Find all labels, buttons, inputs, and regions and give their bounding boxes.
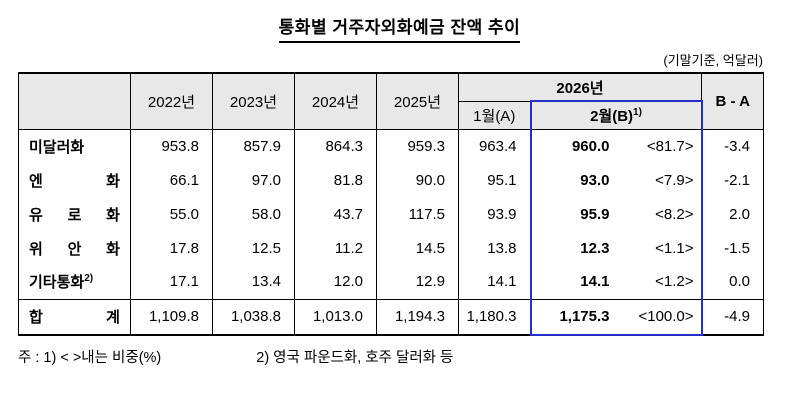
- value-cell: 14.1: [458, 265, 531, 299]
- header-2022: 2022년: [130, 73, 213, 130]
- feb-value-cell: 95.9: [529, 197, 623, 231]
- diff-cell: -4.9: [701, 298, 765, 335]
- share-cell: <7.9>: [622, 163, 703, 197]
- value-cell: 14.5: [376, 231, 459, 265]
- share-cell: <1.1>: [622, 231, 703, 265]
- value-cell: 1,194.3: [376, 298, 459, 335]
- header-2026: 2026년: [457, 73, 703, 102]
- currency-name: 기타통화: [29, 274, 85, 292]
- value-cell: 95.1: [458, 163, 531, 197]
- header-row-1: 2022년 2023년 2024년 2025년 2026년 B - A: [18, 73, 765, 130]
- footnotes: 주 : 1) < >내는 비중(%) 2) 영국 파운드화, 호주 달러화 등: [18, 346, 763, 367]
- header-february-label: 2월(B): [590, 107, 634, 125]
- value-cell: 1,038.8: [212, 298, 295, 335]
- total-label: 합 계: [29, 309, 120, 327]
- row-label: 합 계: [18, 298, 131, 335]
- row-eur: 유 로 화 55.0 58.0 43.7 117.5 93.9 95.9 <8.…: [18, 197, 765, 231]
- feb-value-cell: 12.3: [529, 231, 623, 265]
- footnote-marker-2: 2): [84, 273, 94, 285]
- value-cell: 12.9: [376, 265, 459, 299]
- table-header: 2022년 2023년 2024년 2025년 2026년 B - A 1월(A…: [18, 73, 765, 130]
- value-cell: 953.8: [130, 129, 213, 163]
- title-wrap: 통화별 거주자외화예금 잔액 추이: [0, 13, 799, 43]
- table-body: 미달러화 953.8 857.9 864.3 959.3 963.4 960.0…: [18, 129, 765, 336]
- share-cell: <8.2>: [622, 197, 703, 231]
- header-2023: 2023년: [212, 73, 295, 130]
- value-cell: 11.2: [294, 231, 377, 265]
- value-cell: 66.1: [130, 163, 213, 197]
- value-cell: 13.8: [458, 231, 531, 265]
- page-title: 통화별 거주자외화예금 잔액 추이: [278, 13, 521, 43]
- content: (기말기준, 억달러) 2022년 2023년 2024년 20: [18, 50, 765, 367]
- value-cell: 1,180.3: [458, 298, 531, 335]
- diff-cell: -1.5: [701, 231, 765, 265]
- value-cell: 13.4: [212, 265, 295, 299]
- row-label: 유 로 화: [18, 197, 131, 231]
- feb-value-cell: 1,175.3: [529, 298, 623, 336]
- feb-value-cell: 93.0: [529, 163, 623, 197]
- share-cell: <1.2>: [622, 265, 703, 299]
- row-label: 미달러화: [18, 129, 131, 163]
- row-other-currencies: 기타통화2) 17.1 13.4 12.0 12.9 14.1 14.1 <1.…: [18, 265, 765, 299]
- header-january: 1월(A): [458, 101, 531, 130]
- value-cell: 12.5: [212, 231, 295, 265]
- value-cell: 12.0: [294, 265, 377, 299]
- currency-name: 유 로 화: [29, 206, 120, 224]
- value-cell: 1,109.8: [130, 298, 213, 335]
- currency-name: 미달러화: [29, 138, 85, 156]
- value-cell: 93.9: [458, 197, 531, 231]
- row-label: 엔 화: [18, 163, 131, 197]
- value-cell: 857.9: [212, 129, 295, 163]
- feb-value-cell: 960.0: [529, 129, 623, 163]
- row-jpy: 엔 화 66.1 97.0 81.8 90.0 95.1 93.0 <7.9> …: [18, 163, 765, 197]
- row-label: 기타통화2): [18, 265, 131, 299]
- value-cell: 864.3: [294, 129, 377, 163]
- header-row-2: 1월(A) 2월(B)1): [19, 100, 764, 130]
- currency-name: 엔 화: [29, 172, 120, 190]
- footnote-2: 2) 영국 파운드화, 호주 달러화 등: [256, 350, 454, 366]
- row-label: 위 안 화: [18, 231, 131, 265]
- value-cell: 97.0: [212, 163, 295, 197]
- diff-cell: -2.1: [701, 163, 765, 197]
- unit-note: (기말기준, 억달러): [663, 53, 763, 68]
- fx-deposit-table: 2022년 2023년 2024년 2025년 2026년 B - A 1월(A…: [18, 72, 765, 336]
- value-cell: 1,013.0: [294, 298, 377, 335]
- value-cell: 90.0: [376, 163, 459, 197]
- footnote-marker-1: 1): [633, 106, 642, 118]
- share-cell: <100.0>: [622, 298, 703, 336]
- value-cell: 81.8: [294, 163, 377, 197]
- corner-cell: [18, 73, 131, 130]
- row-usd: 미달러화 953.8 857.9 864.3 959.3 963.4 960.0…: [18, 129, 765, 163]
- row-cny: 위 안 화 17.8 12.5 11.2 14.5 13.8 12.3 <1.1…: [18, 231, 765, 265]
- row-total: 합 계 1,109.8 1,038.8 1,013.0 1,194.3 1,18…: [18, 298, 765, 336]
- share-cell: <81.7>: [622, 129, 703, 163]
- value-cell: 17.8: [130, 231, 213, 265]
- value-cell: 58.0: [212, 197, 295, 231]
- value-cell: 43.7: [294, 197, 377, 231]
- currency-name: 위 안 화: [29, 240, 120, 258]
- header-2024: 2024년: [294, 73, 377, 130]
- value-cell: 959.3: [376, 129, 459, 163]
- header-b-minus-a: B - A: [701, 73, 765, 130]
- value-cell: 117.5: [376, 197, 459, 231]
- footnote-1: 주 : 1) < >내는 비중(%): [18, 350, 162, 366]
- value-cell: 17.1: [130, 265, 213, 299]
- feb-value-cell: 14.1: [529, 265, 623, 299]
- value-cell: 963.4: [458, 129, 531, 163]
- diff-cell: -3.4: [701, 129, 765, 163]
- value-cell: 55.0: [130, 197, 213, 231]
- header-february-highlighted: 2월(B)1): [529, 100, 703, 130]
- diff-cell: 2.0: [701, 197, 765, 231]
- header-2025: 2025년: [376, 73, 459, 130]
- diff-cell: 0.0: [701, 265, 765, 299]
